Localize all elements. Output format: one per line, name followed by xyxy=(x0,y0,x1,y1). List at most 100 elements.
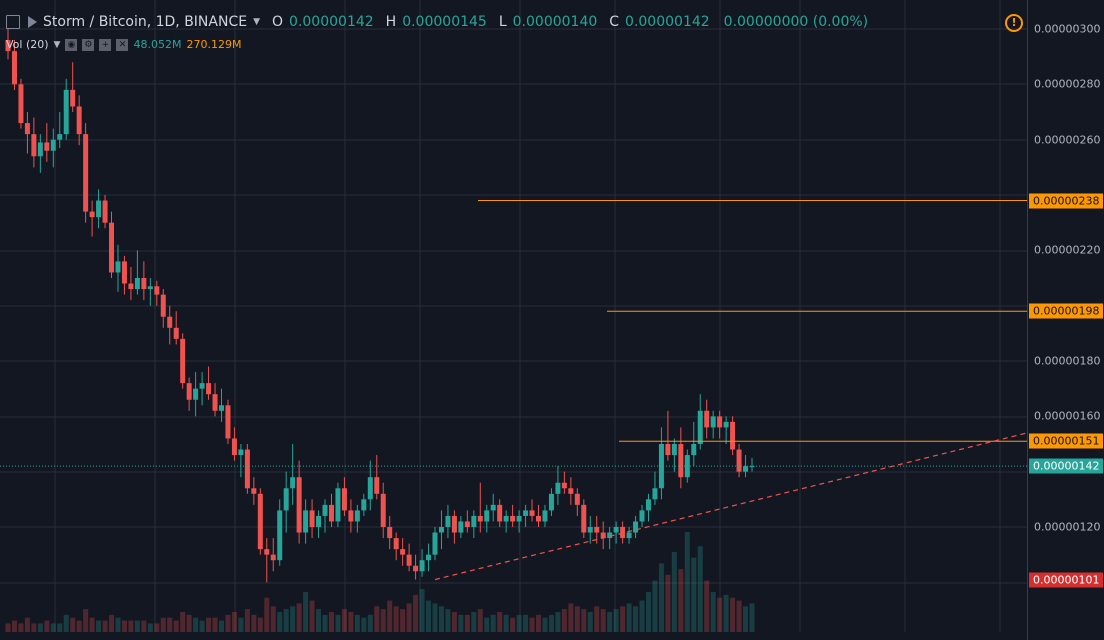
volume-bar xyxy=(497,612,503,632)
price-axis[interactable]: 0.00000300 0.00000280 0.00000260 0.00000220… xyxy=(1027,0,1104,640)
volume-bar xyxy=(471,612,477,632)
warning-icon[interactable]: ! xyxy=(1005,14,1023,32)
volume-bar xyxy=(231,612,237,632)
volume-bar xyxy=(283,609,289,632)
candle-down xyxy=(413,565,419,572)
candle-up xyxy=(303,510,309,533)
volume-bar xyxy=(303,592,309,632)
candle-up xyxy=(316,515,322,527)
candle-down xyxy=(451,515,457,533)
volume-bar xyxy=(684,532,690,632)
price-tag-resistance-198: 0.00000198 xyxy=(1029,303,1104,319)
gear-icon[interactable]: ⚙ xyxy=(82,38,95,51)
volume-bar xyxy=(257,617,263,632)
volume-bar xyxy=(529,617,535,632)
volume-bar xyxy=(510,617,516,632)
price-tick-label: 0.00000300 xyxy=(1034,22,1101,36)
candle-down xyxy=(102,200,108,223)
volume-bar xyxy=(354,614,360,632)
volume-bar xyxy=(600,609,606,632)
volume-bar xyxy=(244,609,250,632)
volume-bar xyxy=(134,620,140,632)
candle-down xyxy=(730,421,736,450)
candle-up xyxy=(96,200,102,218)
candle-up xyxy=(134,278,140,290)
volume-bar xyxy=(477,609,483,632)
symbol-title[interactable]: Storm / Bitcoin, 1D, BINANCE xyxy=(43,14,248,30)
change-value: 0.00000000 (0.00%) xyxy=(723,14,869,30)
candle-up xyxy=(626,532,632,539)
volume-bar xyxy=(607,612,613,632)
eye-icon[interactable]: ◉ xyxy=(65,38,78,51)
candle-up xyxy=(671,444,677,456)
candle-up xyxy=(445,515,451,527)
volume-bar xyxy=(464,614,470,632)
volume-bar xyxy=(697,546,703,632)
price-tick-label: 0.00000260 xyxy=(1034,133,1101,147)
candle-down xyxy=(568,488,574,494)
volume-bar xyxy=(671,552,677,632)
volume-bar xyxy=(658,563,664,632)
volume-bar xyxy=(710,592,716,632)
volume-bar xyxy=(173,620,179,632)
volume-bar xyxy=(503,614,509,632)
chevron-down-icon[interactable]: ▼ xyxy=(53,39,61,50)
volume-bar xyxy=(523,614,529,632)
volume-bar xyxy=(665,574,671,632)
candle-up xyxy=(426,554,432,561)
candle-down xyxy=(89,211,95,218)
volume-bar xyxy=(290,606,296,632)
volume-bar xyxy=(186,614,192,632)
volume-bar xyxy=(309,600,315,632)
volume-bar xyxy=(613,609,619,632)
volume-bar xyxy=(451,612,457,632)
volume-bar xyxy=(270,606,276,632)
volume-bar xyxy=(251,614,257,632)
candle-down xyxy=(328,504,334,522)
volume-value-1: 48.052M xyxy=(133,38,182,51)
volume-bar xyxy=(445,609,451,632)
candle-up xyxy=(691,444,697,456)
candle-down xyxy=(464,521,470,527)
flag-icon[interactable] xyxy=(28,16,37,28)
volume-bar xyxy=(419,589,425,632)
candle-down xyxy=(121,261,127,284)
volume-bar xyxy=(341,609,347,632)
chevron-down-icon[interactable]: ▼ xyxy=(253,17,261,27)
close-icon[interactable]: ✕ xyxy=(116,38,129,51)
volume-bar xyxy=(316,609,322,632)
volume-bar xyxy=(147,623,153,632)
candle-up xyxy=(115,261,121,273)
candle-down xyxy=(341,488,347,511)
volume-bar xyxy=(691,557,697,632)
collapse-icon[interactable] xyxy=(6,15,20,29)
candle-down xyxy=(561,482,567,489)
candle-up xyxy=(283,488,289,511)
symbol-legend: Storm / Bitcoin, 1D, BINANCE ▼ O 0.000001… xyxy=(6,14,868,30)
volume-bar xyxy=(594,606,600,632)
volume-bar xyxy=(328,612,334,632)
volume-bar xyxy=(723,594,729,632)
candle-down xyxy=(31,134,37,157)
volume-bar xyxy=(128,620,134,632)
volume-bar xyxy=(749,603,755,632)
candle-down xyxy=(173,327,179,339)
volume-bar xyxy=(393,606,399,632)
volume-bar xyxy=(374,606,380,632)
volume-bar xyxy=(367,614,373,632)
candle-down xyxy=(11,51,17,85)
price-tick-label: 0.00000120 xyxy=(1034,520,1101,534)
candle-up xyxy=(490,504,496,511)
volume-bar xyxy=(548,614,554,632)
close-label: C xyxy=(609,14,620,30)
volume-bar xyxy=(704,580,710,632)
volume-bar xyxy=(555,612,561,632)
candle-down xyxy=(186,383,192,400)
price-tick-label: 0.00000280 xyxy=(1034,77,1101,91)
candle-up xyxy=(354,510,360,522)
low-label: L xyxy=(498,14,507,30)
plus-icon[interactable]: + xyxy=(99,38,112,51)
candle-up xyxy=(697,410,703,444)
